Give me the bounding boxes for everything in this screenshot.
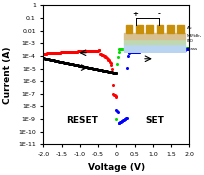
- X-axis label: Voltage (V): Voltage (V): [88, 163, 144, 172]
- Text: SET: SET: [145, 116, 163, 125]
- Text: RESET: RESET: [65, 116, 97, 125]
- Y-axis label: Current (A): Current (A): [3, 46, 12, 104]
